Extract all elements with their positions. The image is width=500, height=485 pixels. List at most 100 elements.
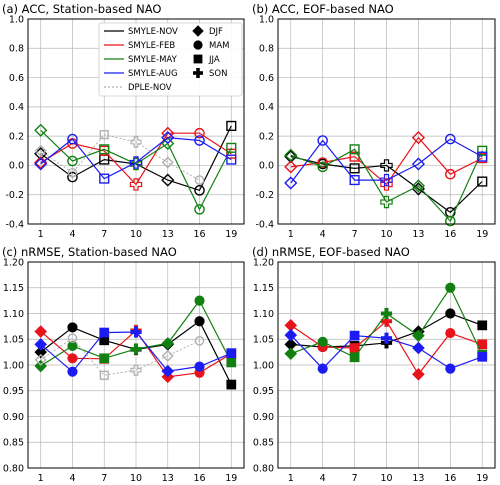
legend-marker-djf (192, 25, 204, 37)
series-line-smyle-may (290, 148, 483, 223)
x-tick-label: 16 (193, 229, 205, 240)
x-tick-label: 16 (193, 473, 205, 484)
x-tick-label: 10 (380, 229, 392, 240)
panel-title: (d) nRMSE, EOF-based NAO (252, 245, 410, 259)
data-point-smyle-nov (226, 379, 237, 390)
data-point-smyle-may (67, 340, 78, 352)
y-tick-label: 0.85 (3, 438, 24, 449)
data-point-smyle-may (411, 179, 426, 193)
data-point-smyle-may (349, 352, 360, 363)
x-tick-label: 7 (101, 473, 107, 484)
y-tick-label: 0.90 (253, 412, 274, 423)
x-tick-label: 4 (320, 229, 326, 240)
data-point-smyle-aug (349, 175, 360, 186)
y-tick-label: 1.00 (3, 360, 24, 371)
y-tick-label: 1.20 (253, 257, 274, 268)
data-point-smyle-aug (129, 156, 143, 169)
y-tick-label: 0.80 (253, 463, 274, 474)
data-point-smyle-may (99, 353, 110, 364)
x-tick-label: 19 (225, 473, 237, 484)
data-point-smyle-feb (445, 327, 456, 339)
data-point-smyle-may (99, 144, 110, 155)
data-point-smyle-nov (349, 163, 360, 174)
data-point-smyle-may (477, 145, 488, 156)
data-point-smyle-aug (133, 326, 139, 338)
panel-title: (b) ACC, EOF-based NAO (252, 2, 394, 16)
x-tick-label: 19 (476, 229, 488, 240)
data-point-smyle-aug (317, 135, 328, 146)
x-tick-label: 4 (320, 473, 326, 484)
y-tick-label: 1.20 (3, 257, 24, 268)
legend-label-djf: DJF (209, 27, 223, 37)
data-point-smyle-nov (226, 120, 237, 131)
data-point-dple-nov (67, 333, 78, 344)
y-tick-label: 0.6 (259, 73, 274, 84)
data-point-dple-nov (99, 370, 109, 380)
data-point-smyle-nov (34, 345, 48, 359)
data-point-dple-nov (34, 144, 47, 157)
y-tick-label: 0.80 (3, 463, 24, 474)
x-tick-label: 10 (380, 473, 392, 484)
x-tick-label: 1 (288, 229, 294, 240)
legend-label-jja: JJA (208, 55, 220, 65)
y-tick-label: 0.2 (9, 131, 24, 142)
data-point-smyle-aug (284, 176, 298, 190)
x-tick-label: 19 (225, 229, 237, 240)
y-tick-label: -0.4 (255, 219, 274, 230)
y-tick-label: -0.4 (5, 219, 24, 230)
data-point-smyle-may (226, 142, 237, 153)
y-tick-label: -0.2 (255, 190, 274, 201)
legend-marker-mam (193, 40, 203, 50)
data-point-smyle-aug (380, 173, 393, 187)
data-point-smyle-aug (226, 348, 237, 359)
series-line-smyle-aug (40, 136, 232, 180)
data-point-smyle-may (384, 307, 389, 320)
data-point-smyle-feb (411, 131, 426, 145)
y-tick-label: 0.8 (9, 44, 24, 55)
data-point-smyle-aug (317, 363, 328, 374)
data-point-smyle-aug (284, 328, 298, 342)
data-point-smyle-may (349, 144, 360, 155)
y-tick-label: 1.0 (259, 14, 274, 25)
data-point-smyle-aug (34, 338, 48, 351)
y-tick-label: 0.4 (9, 102, 24, 113)
y-tick-label: 0.0 (259, 161, 274, 172)
data-point-smyle-aug (34, 157, 48, 171)
x-tick-label: 7 (352, 229, 358, 240)
x-tick-label: 1 (38, 229, 44, 240)
plot-frame (277, 18, 496, 225)
legend-label-son: SON (209, 69, 227, 79)
y-tick-label: 1.05 (3, 335, 24, 346)
legend: SMYLE-NOV SMYLE-FEB SMYLE-MAY SMYLE-AUG DPLE… (98, 22, 243, 97)
y-tick-label: 0.95 (253, 386, 274, 397)
data-point-smyle-aug (67, 133, 78, 145)
data-point-smyle-feb (129, 178, 143, 191)
x-tick-label: 4 (69, 473, 75, 484)
legend-label-mam: MAM (209, 41, 229, 51)
y-tick-label: 0.8 (259, 44, 274, 55)
legend-label-smyle-aug: SMYLE-AUG (128, 69, 178, 79)
data-point-smyle-feb (226, 148, 237, 159)
data-point-smyle-may (133, 343, 139, 355)
y-tick-label: 1.10 (3, 309, 24, 320)
y-tick-label: 0.85 (253, 438, 274, 449)
data-point-dple-nov (161, 349, 174, 362)
y-tick-label: 1.00 (253, 360, 274, 371)
panel-4: 0.80 0.85 0.90 0.95 1.00 1.05 1.10 1.15 1.20 1 4 7 1… (252, 245, 496, 484)
plot-frame (27, 18, 245, 225)
data-point-smyle-aug (384, 332, 389, 344)
data-point-smyle-aug (194, 135, 205, 146)
data-point-smyle-may (445, 282, 456, 293)
data-point-smyle-may (412, 329, 425, 342)
y-tick-label: 1.15 (253, 283, 274, 294)
data-point-dple-nov (194, 335, 205, 346)
legend-label-dple-nov: DPLE-NOV (128, 83, 172, 93)
data-point-smyle-aug (161, 131, 175, 145)
y-tick-label: -0.2 (5, 190, 24, 201)
legend-label-smyle-nov: SMYLE-NOV (128, 27, 178, 37)
data-point-smyle-feb (384, 315, 389, 327)
data-point-smyle-aug (477, 151, 488, 162)
y-tick-label: 0.4 (259, 102, 274, 113)
y-tick-label: 0.2 (259, 131, 274, 142)
data-point-smyle-aug (99, 327, 110, 338)
